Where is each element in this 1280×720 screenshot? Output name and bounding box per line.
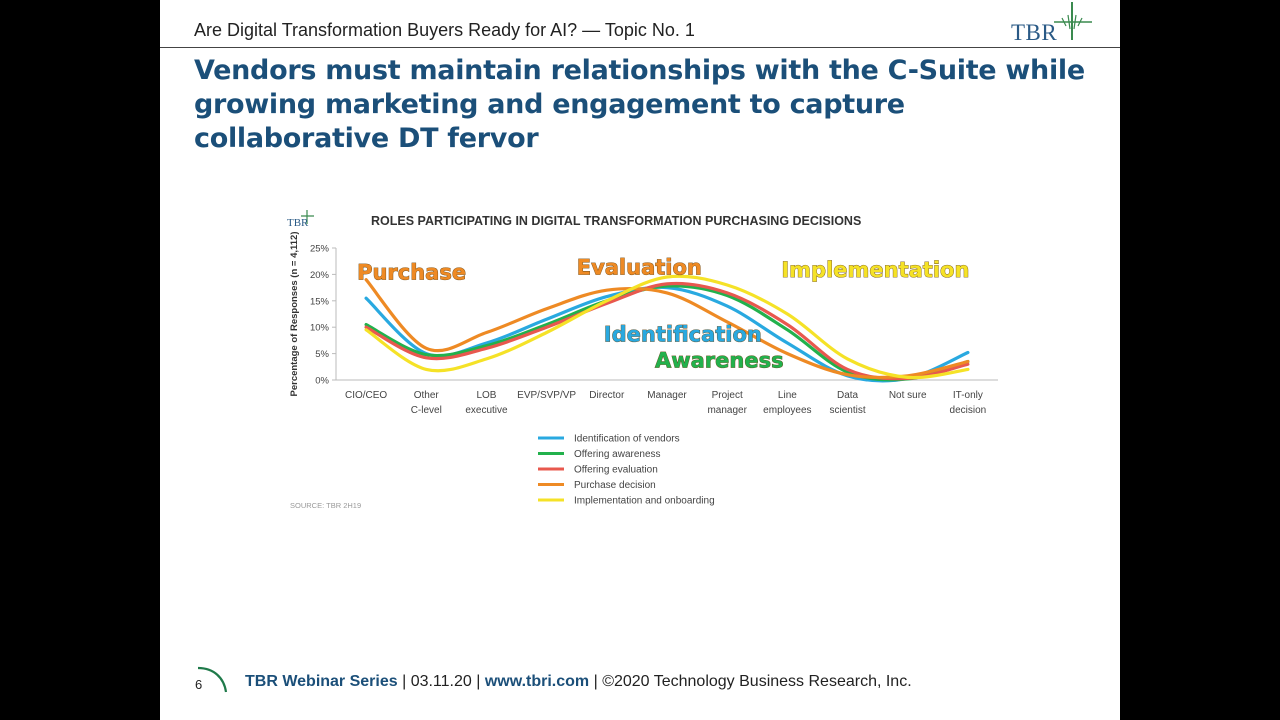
y-axis-label: Percentage of Responses (n = 4,112) — [289, 232, 300, 397]
tbr-logo-mark-icon — [1054, 2, 1092, 40]
x-tick-label: scientist — [829, 405, 865, 416]
chart-source: SOURCE: TBR 2H19 — [290, 501, 361, 510]
legend-label: Offering evaluation — [574, 465, 658, 476]
footer: 6 TBR Webinar Series | 03.11.20 | www.tb… — [160, 660, 1120, 710]
y-tick-label: 25% — [310, 244, 330, 255]
series-line-offering-evaluation — [364, 281, 970, 381]
y-tick-label: 20% — [310, 270, 330, 281]
x-tick-label: manager — [707, 405, 747, 416]
footer-separator: | — [397, 673, 411, 690]
slide: Are Digital Transformation Buyers Ready … — [160, 0, 1120, 720]
annotation-identification: Identification — [604, 322, 762, 346]
annotation-awareness: Awareness — [655, 348, 784, 372]
x-tick-label: Project — [712, 390, 743, 401]
x-tick-label: EVP/SVP/VP — [517, 390, 576, 401]
footer-separator: | — [589, 673, 603, 690]
series-line-implementation-and-onboarding — [364, 274, 970, 380]
footer-date: 03.11.20 — [410, 673, 472, 690]
chart-logo-text: TBR — [287, 217, 309, 229]
y-tick-label: 5% — [315, 349, 329, 360]
annotation-purchase: Purchase — [357, 261, 466, 285]
y-tick-label: 15% — [310, 296, 330, 307]
legend-label: Offering awareness — [574, 449, 661, 460]
footer-url-link[interactable]: www.tbri.com — [484, 673, 590, 690]
footer-text: TBR Webinar Series | 03.11.20 | www.tbri… — [245, 673, 912, 691]
x-tick-label: Director — [589, 390, 625, 401]
chart-title: ROLES PARTICIPATING IN DIGITAL TRANSFORM… — [371, 214, 861, 228]
roles-line-chart: TBR ROLES PARTICIPATING IN DIGITAL TRANSF… — [287, 210, 998, 510]
x-tick-label: Data — [837, 390, 859, 401]
x-tick-label: CIO/CEO — [345, 390, 387, 401]
y-tick-label: 0% — [315, 376, 329, 387]
annotation-implementation: Implementation — [781, 258, 969, 282]
slide-headline: Vendors must maintain relationships with… — [194, 55, 1085, 154]
y-tick-label: 10% — [310, 323, 330, 334]
footer-separator: | — [471, 673, 485, 690]
swoosh-icon — [197, 666, 228, 693]
tbr-logo: TBR — [1006, 0, 1092, 46]
x-tick-label: Manager — [647, 390, 687, 401]
chart-logo-mark-icon — [301, 210, 314, 224]
x-tick-label: Other — [414, 390, 440, 401]
footer-copyright: ©2020 Technology Business Research, Inc. — [602, 673, 912, 690]
header-divider — [160, 47, 1120, 48]
x-tick-label: decision — [950, 405, 987, 416]
legend-label: Identification of vendors — [574, 434, 680, 445]
legend-label: Purchase decision — [574, 480, 656, 491]
x-tick-label: IT-only — [953, 390, 983, 401]
x-tick-label: C-level — [411, 405, 442, 416]
x-tick-label: executive — [465, 405, 508, 416]
page-number: 6 — [195, 677, 203, 692]
series-line-purchase-decision — [364, 278, 970, 380]
footer-series: TBR Webinar Series — [245, 673, 398, 690]
annotation-evaluation: Evaluation — [577, 255, 702, 279]
tbr-logo-text: TBR — [1011, 20, 1058, 45]
x-tick-label: Not sure — [889, 390, 927, 401]
topic-title: Are Digital Transformation Buyers Ready … — [194, 20, 695, 40]
legend-label: Implementation and onboarding — [574, 496, 715, 507]
x-tick-label: Line — [778, 390, 797, 401]
x-tick-label: employees — [763, 405, 811, 416]
x-tick-label: LOB — [476, 390, 496, 401]
